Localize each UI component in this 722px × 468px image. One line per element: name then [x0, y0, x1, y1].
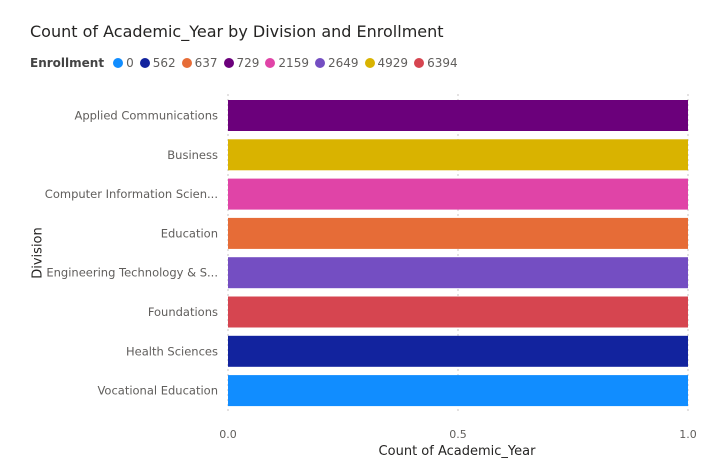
legend-label: 0 [126, 56, 134, 70]
legend-marker [139, 58, 150, 68]
legend-marker [414, 58, 425, 68]
legend-label: 2159 [278, 56, 309, 70]
x-axis-label: Count of Academic_Year [378, 444, 536, 459]
legend-item-0[interactable]: 0 [113, 56, 134, 70]
legend-label: 6394 [427, 56, 458, 70]
y-category-label: Computer Information Scien... [45, 187, 218, 201]
legend-label: 2649 [327, 56, 359, 70]
y-category-label: Vocational Education [97, 384, 218, 398]
y-category-label: Foundations [148, 305, 218, 319]
legend-label: 562 [152, 56, 176, 70]
x-tick-label: 1.0 [679, 428, 697, 441]
legend-title: Enrollment [30, 56, 105, 70]
legend-label: 729 [236, 56, 260, 70]
legend-marker [223, 58, 234, 68]
bar-business[interactable] [228, 139, 688, 171]
y-category-label: Applied Communications [74, 109, 218, 123]
y-category-label: Education [161, 226, 218, 240]
legend-marker [113, 58, 124, 68]
bar-foundations[interactable] [228, 296, 688, 328]
y-category-label: Business [167, 148, 218, 162]
legend-item-4929[interactable]: 4929 [364, 56, 409, 70]
legend-item-562[interactable]: 562 [139, 56, 176, 70]
bar-computer-information-scien[interactable] [228, 178, 688, 210]
legend-item-2649[interactable]: 2649 [314, 56, 359, 70]
bar-engineering-technology-s[interactable] [228, 257, 688, 289]
legend-marker [364, 58, 375, 68]
legend: Enrollment 0 562 637 729 2159 2649 4929 6394 [30, 55, 464, 71]
bar-education[interactable] [228, 217, 688, 249]
x-tick-label: 0.5 [449, 428, 467, 441]
chart-title: Count of Academic_Year by Division and E… [30, 22, 444, 41]
legend-item-637[interactable]: 637 [181, 56, 218, 70]
legend-label: 637 [194, 56, 218, 70]
y-category-label: Health Sciences [126, 344, 218, 358]
bar-vocational-education[interactable] [228, 375, 688, 407]
legend-items: 0 562 637 729 2159 2649 4929 6394 [113, 56, 464, 70]
bar-applied-communications[interactable] [228, 100, 688, 131]
y-axis-label: Division [30, 227, 46, 279]
bar-health-sciences[interactable] [228, 335, 688, 367]
legend-item-729[interactable]: 729 [223, 56, 260, 70]
legend-item-6394[interactable]: 6394 [414, 56, 458, 70]
legend-marker [181, 58, 192, 68]
legend-item-2159[interactable]: 2159 [265, 56, 309, 70]
legend-label: 4929 [377, 56, 409, 70]
x-tick-label: 0.0 [219, 428, 237, 441]
legend-marker [265, 58, 276, 68]
legend-marker [314, 58, 325, 68]
y-category-label: Engineering Technology & S... [46, 266, 218, 280]
